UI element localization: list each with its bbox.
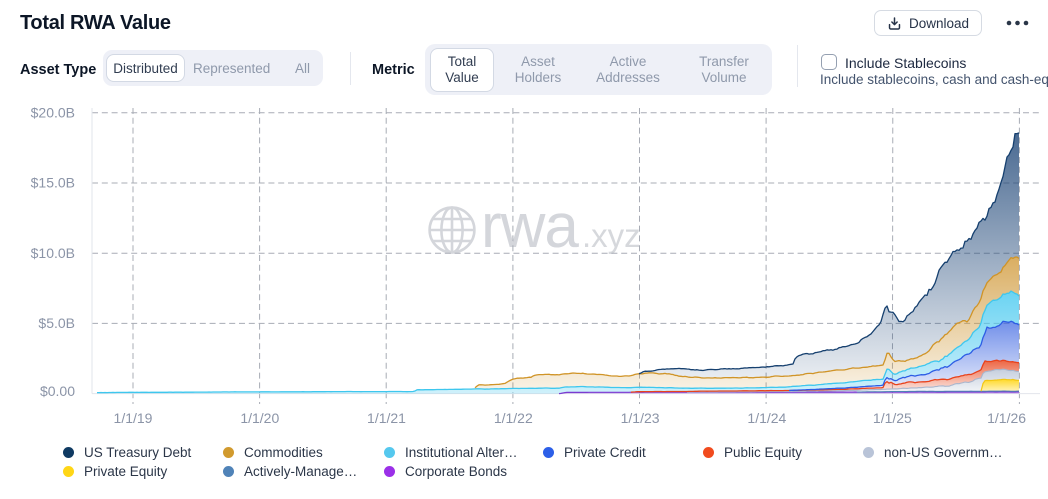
svg-text:1/1/25: 1/1/25 — [873, 410, 912, 426]
svg-text:.xyz: .xyz — [582, 217, 641, 254]
svg-text:rwa: rwa — [481, 192, 579, 261]
svg-text:1/1/19: 1/1/19 — [114, 410, 153, 426]
svg-text:$0.00: $0.00 — [40, 383, 75, 399]
svg-text:$15.0B: $15.0B — [31, 175, 75, 191]
svg-text:1/1/22: 1/1/22 — [494, 410, 533, 426]
svg-text:1/1/21: 1/1/21 — [367, 410, 406, 426]
svg-text:1/1/24: 1/1/24 — [747, 410, 786, 426]
svg-text:1/1/23: 1/1/23 — [621, 410, 660, 426]
svg-text:1/1/20: 1/1/20 — [240, 410, 279, 426]
svg-text:1/1/26: 1/1/26 — [987, 410, 1026, 426]
svg-text:$10.0B: $10.0B — [31, 245, 75, 261]
svg-text:$20.0B: $20.0B — [31, 105, 75, 121]
svg-text:$5.0B: $5.0B — [38, 315, 75, 331]
